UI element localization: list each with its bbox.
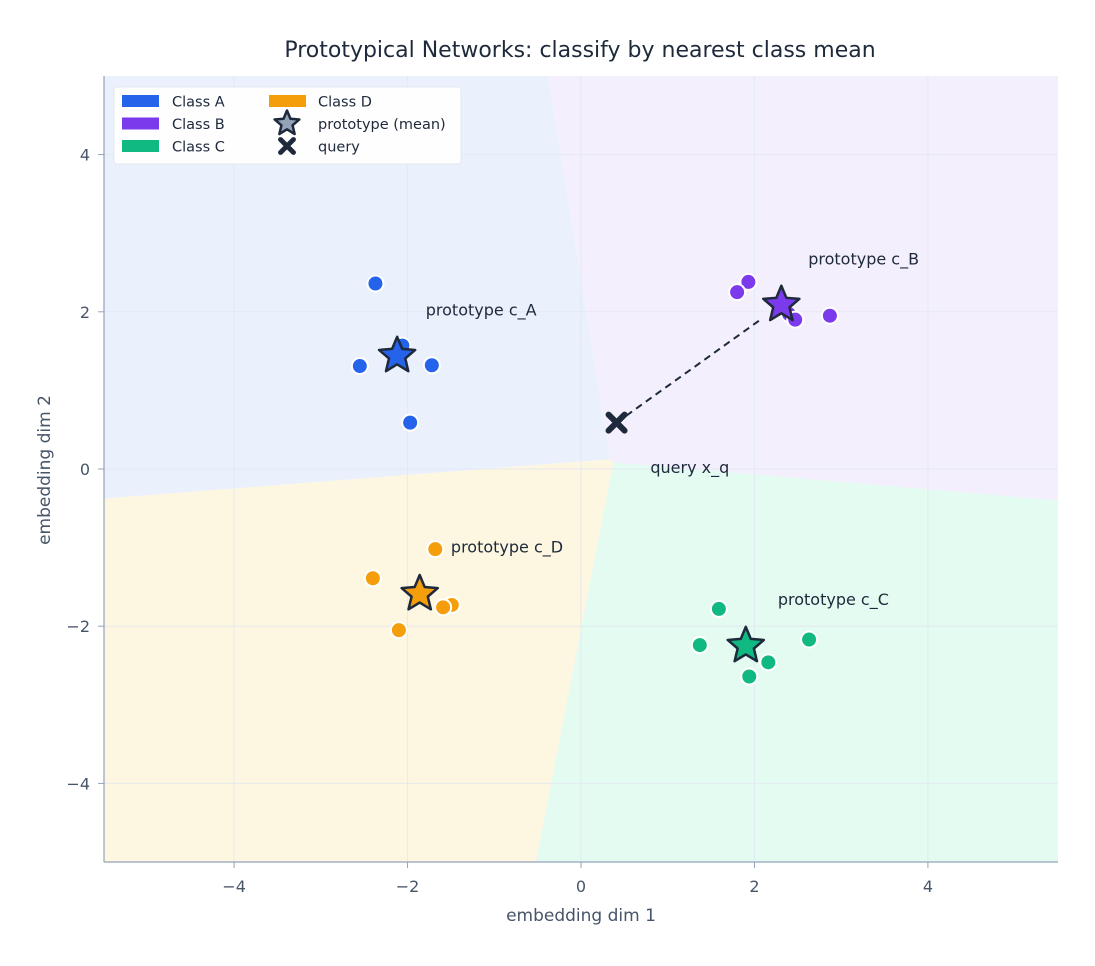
support-point [422, 356, 441, 375]
annotations: prototype c_A prototype c_B prototype c_C p… [426, 250, 919, 610]
prototype-star [400, 573, 440, 611]
prototype-label: prototype c_D [451, 537, 563, 557]
legend-swatch [122, 117, 159, 130]
support-point [350, 357, 369, 376]
y-axis-label: embedding dim 2 [35, 395, 55, 545]
support-point [820, 306, 839, 325]
query-label: query x_q [650, 458, 729, 478]
support-point [389, 621, 408, 640]
query-to-prototype-line [615, 319, 761, 424]
x-tick-label: −2 [396, 877, 420, 896]
legend-label: Class B [172, 117, 225, 133]
chart-title: Prototypical Networks: classify by neare… [284, 38, 875, 63]
x-tick-label: 2 [749, 877, 759, 896]
y-tick-label: 4 [80, 146, 90, 165]
grid [104, 76, 1058, 862]
legend-star-icon [273, 109, 301, 136]
region-class-a [104, 76, 611, 499]
support-point [401, 413, 420, 432]
prototype-star [726, 625, 766, 663]
prototype-label: prototype c_C [778, 590, 889, 610]
support-point [709, 599, 728, 618]
prototype-label: prototype c_A [426, 301, 537, 321]
support-point [728, 283, 747, 302]
y-tick-label: −2 [66, 617, 90, 636]
points [350, 272, 839, 686]
axes: −4 −2 0 2 4 −4 −2 0 2 4 [66, 76, 1058, 896]
region-class-b [548, 76, 1058, 501]
x-tick-label: 0 [576, 877, 586, 896]
legend-cross-icon [278, 137, 296, 155]
support-point [759, 653, 778, 672]
prototype-label: prototype c_B [808, 250, 919, 270]
legend-label: prototype (mean) [318, 117, 446, 133]
y-tick-label: 2 [80, 303, 90, 322]
y-tick-label: 0 [80, 460, 90, 479]
region-class-d [104, 459, 614, 862]
prototype-star [377, 335, 417, 373]
support-point [739, 272, 758, 291]
x-tick-label: 4 [923, 877, 933, 896]
region-class-c [535, 462, 1058, 862]
legend-label: Class D [318, 95, 372, 111]
query-marker [605, 411, 628, 434]
support-point [434, 598, 453, 617]
prototype-star [762, 284, 801, 322]
legend-swatch [269, 95, 306, 107]
x-tick-label: −4 [222, 877, 246, 896]
support-point [366, 274, 385, 293]
support-point [363, 569, 382, 588]
legend-label: Class C [172, 140, 225, 156]
support-point [426, 540, 445, 559]
legend: Class A Class B Class C Class D prototype (m… [113, 86, 462, 165]
y-tick-label: −4 [66, 774, 90, 793]
legend-swatch [122, 140, 159, 152]
support-point [690, 636, 709, 655]
support-point [800, 630, 819, 649]
support-point [740, 667, 759, 686]
x-axis-label: embedding dim 1 [506, 906, 656, 926]
legend-label: query [318, 140, 360, 156]
query-link [615, 319, 761, 424]
legend-label: Class A [172, 95, 225, 111]
legend-swatch [122, 95, 159, 107]
